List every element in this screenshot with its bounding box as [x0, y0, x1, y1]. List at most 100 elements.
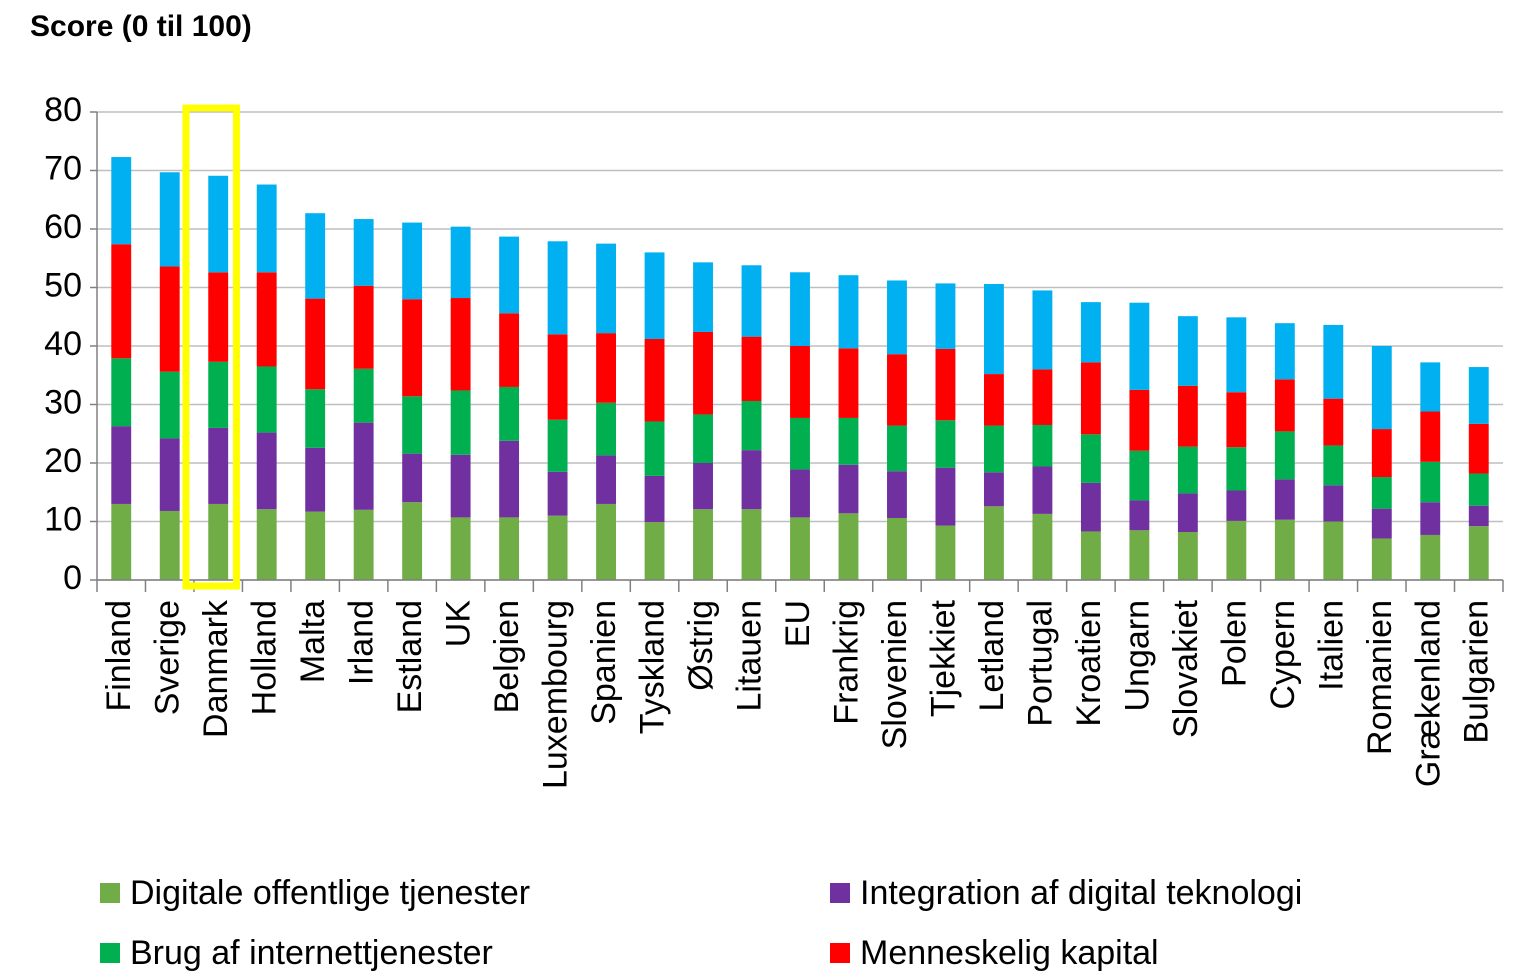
bar-segment: [790, 346, 810, 418]
bar-segment: [450, 298, 471, 391]
bar-segment: [1129, 302, 1150, 390]
bar-segment: [935, 525, 956, 580]
bar-segment: [1323, 398, 1344, 446]
bar-segment: [790, 469, 810, 518]
x-tick-label: UK: [440, 600, 478, 648]
bar-segment: [596, 243, 617, 334]
bar-segment: [1274, 379, 1295, 432]
bar-segment: [1129, 450, 1150, 501]
bar-segment: [1226, 317, 1247, 393]
x-tick-label: Holland: [246, 600, 284, 715]
bar-segment: [887, 280, 907, 355]
y-tick-label: 20: [44, 442, 82, 480]
x-tick-label: Belgien: [488, 600, 526, 713]
bar-segment: [256, 272, 277, 367]
x-tick-label: Luxembourg: [537, 600, 575, 789]
x-tick-label: Finland: [100, 600, 138, 712]
bar-segment: [1274, 431, 1295, 480]
y-tick-label: 40: [44, 325, 82, 363]
bar-segment: [402, 502, 423, 580]
bar-segment: [887, 425, 907, 472]
bar-segment: [1032, 424, 1053, 467]
x-tick-label: Frankrig: [827, 600, 865, 725]
x-tick-label: Tyskland: [634, 600, 672, 734]
bar-segment: [547, 471, 568, 516]
bar-segment: [693, 262, 713, 332]
bar-segment: [547, 334, 568, 420]
x-tick-label: Danmark: [197, 599, 235, 738]
bar-segment: [111, 503, 132, 580]
bar-segment: [1274, 519, 1295, 580]
bar-segment: [1371, 538, 1392, 580]
bar-segment: [983, 374, 1004, 426]
x-tick-label: Romanien: [1361, 600, 1399, 755]
bar-segment: [838, 417, 859, 465]
bar-segment: [499, 313, 520, 387]
x-tick-label: Slovenien: [876, 600, 914, 749]
bar-segment: [1323, 521, 1344, 580]
bar-segment: [499, 440, 520, 518]
bar-segment: [159, 266, 180, 372]
bar-segment: [596, 503, 617, 580]
chart-title: Score (0 til 100): [30, 10, 252, 43]
bar-segment: [790, 517, 810, 580]
bar-segment: [887, 471, 907, 518]
bar-segment: [1420, 534, 1441, 580]
bar-segment: [499, 517, 520, 580]
bar-segment: [741, 509, 762, 580]
x-tick-label: Irland: [343, 600, 381, 685]
x-tick-label: Litauen: [731, 600, 769, 712]
bar-segment: [1420, 502, 1441, 535]
bar-segment: [596, 333, 617, 403]
bar-segment: [111, 426, 132, 504]
y-tick-label: 60: [44, 208, 82, 246]
bar-segment: [305, 213, 326, 299]
bar-segment: [935, 420, 956, 468]
bar-segment: [1032, 369, 1053, 425]
x-tick-label: Kroatien: [1070, 600, 1108, 727]
bar-segment: [1226, 447, 1247, 491]
x-tick-label: Letland: [973, 600, 1011, 712]
legend-label: Brug af internettjenester: [130, 934, 493, 972]
bar-segment: [838, 464, 859, 514]
x-tick-label: Grækenland: [1409, 600, 1447, 787]
bar-segment: [450, 390, 471, 455]
bar-segment: [693, 331, 713, 415]
bar-segment: [741, 336, 762, 401]
bar-segment: [1177, 446, 1198, 494]
bar-segment: [983, 506, 1004, 580]
legend-label: Menneskelig kapital: [860, 934, 1159, 972]
x-tick-label: Slovakiet: [1167, 599, 1205, 738]
bar-segment: [305, 447, 326, 512]
bar-segment: [741, 400, 762, 451]
y-tick-label: 80: [44, 91, 82, 129]
bar-segment: [208, 175, 229, 273]
bar-segment: [693, 463, 713, 510]
bar-segment: [1226, 490, 1247, 521]
bar-segment: [644, 252, 665, 339]
x-tick-label: Bulgarien: [1458, 600, 1496, 744]
bar-segment: [1371, 346, 1392, 430]
bar-segment: [644, 522, 665, 580]
bar-segment: [693, 509, 713, 580]
bar-segment: [1032, 466, 1053, 514]
x-tick-label: Portugal: [1021, 600, 1059, 727]
bar-segment: [1323, 445, 1344, 486]
bar-segment: [1468, 526, 1489, 580]
bar-segment: [208, 503, 229, 580]
y-tick-label: 10: [44, 500, 82, 538]
bar-segment: [1468, 505, 1489, 527]
x-tick-label: Cypern: [1264, 600, 1302, 710]
bar-segment: [983, 472, 1004, 507]
bar-segment: [887, 517, 907, 580]
bar-segment: [1371, 508, 1392, 539]
bar-segment: [693, 414, 713, 463]
bar-segment: [1032, 290, 1053, 370]
bar-segment: [1177, 532, 1198, 580]
bar-segment: [1177, 385, 1198, 447]
legend-swatch: [100, 883, 120, 903]
bar-segment: [644, 338, 665, 422]
bar-segment: [111, 157, 132, 245]
bar-segment: [983, 283, 1004, 375]
